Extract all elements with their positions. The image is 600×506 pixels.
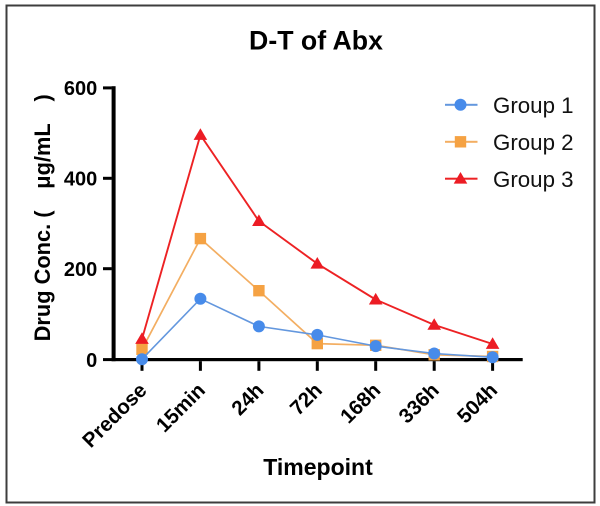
svg-text:Drug Conc. ( μg/mL ): Drug Conc. ( μg/mL ) [30, 94, 55, 341]
svg-text:Timepoint: Timepoint [263, 454, 373, 480]
svg-text:200: 200 [64, 259, 97, 281]
svg-text:Group 1: Group 1 [493, 93, 574, 118]
svg-text:D-T of Abx: D-T of Abx [249, 25, 383, 55]
svg-text:400: 400 [64, 169, 97, 191]
svg-text:Group 2: Group 2 [493, 130, 574, 155]
svg-text:600: 600 [64, 78, 97, 100]
svg-text:0: 0 [86, 350, 97, 372]
svg-text:Group 3: Group 3 [493, 167, 574, 192]
